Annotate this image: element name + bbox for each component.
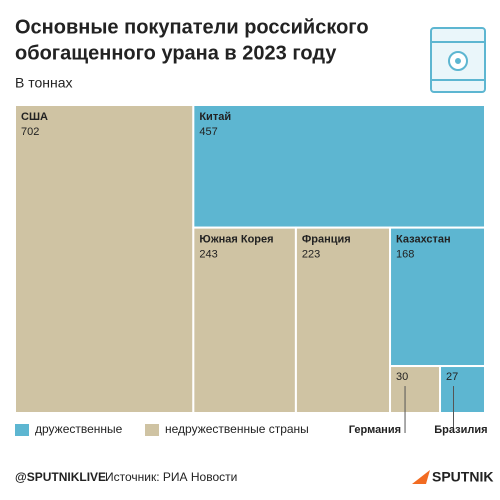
footer-source: Источник: РИА Новости xyxy=(105,470,237,484)
tile xyxy=(389,226,486,368)
tile-value: 702 xyxy=(21,126,39,138)
tile xyxy=(14,104,195,414)
tile-value: 30 xyxy=(396,371,408,383)
outside-name: Бразилия xyxy=(434,424,487,436)
legend-label: дружественные xyxy=(35,422,123,436)
tile xyxy=(439,365,486,415)
outside-name: Германия xyxy=(349,424,401,436)
tile-name: Южная Корея xyxy=(199,234,273,246)
tile-value: 223 xyxy=(302,249,320,261)
legend-swatch xyxy=(15,424,29,436)
tile-value: 27 xyxy=(446,371,458,383)
tile-value: 168 xyxy=(396,249,414,261)
tile-value: 457 xyxy=(199,126,217,138)
legend-label: недружественные страны xyxy=(165,422,309,436)
tile xyxy=(389,365,442,415)
tile xyxy=(192,104,486,229)
tile-name: Казахстан xyxy=(396,234,451,246)
tile xyxy=(192,226,297,414)
chart-title: Основные покупатели российского xyxy=(15,16,369,38)
footer-handle: @SPUTNIKLIVE xyxy=(15,470,106,484)
chart-title: обогащенного урана в 2023 году xyxy=(15,42,337,64)
tile-name: Китай xyxy=(199,111,231,123)
footer-logo: SPUTNIK xyxy=(432,469,493,485)
chart-subtitle: В тоннах xyxy=(15,75,73,91)
legend-swatch xyxy=(145,424,159,436)
tile-name: США xyxy=(21,111,48,123)
logo-mark xyxy=(412,470,430,484)
icon xyxy=(430,27,486,93)
tile-value: 243 xyxy=(199,249,217,261)
tile-name: Франция xyxy=(302,234,351,246)
